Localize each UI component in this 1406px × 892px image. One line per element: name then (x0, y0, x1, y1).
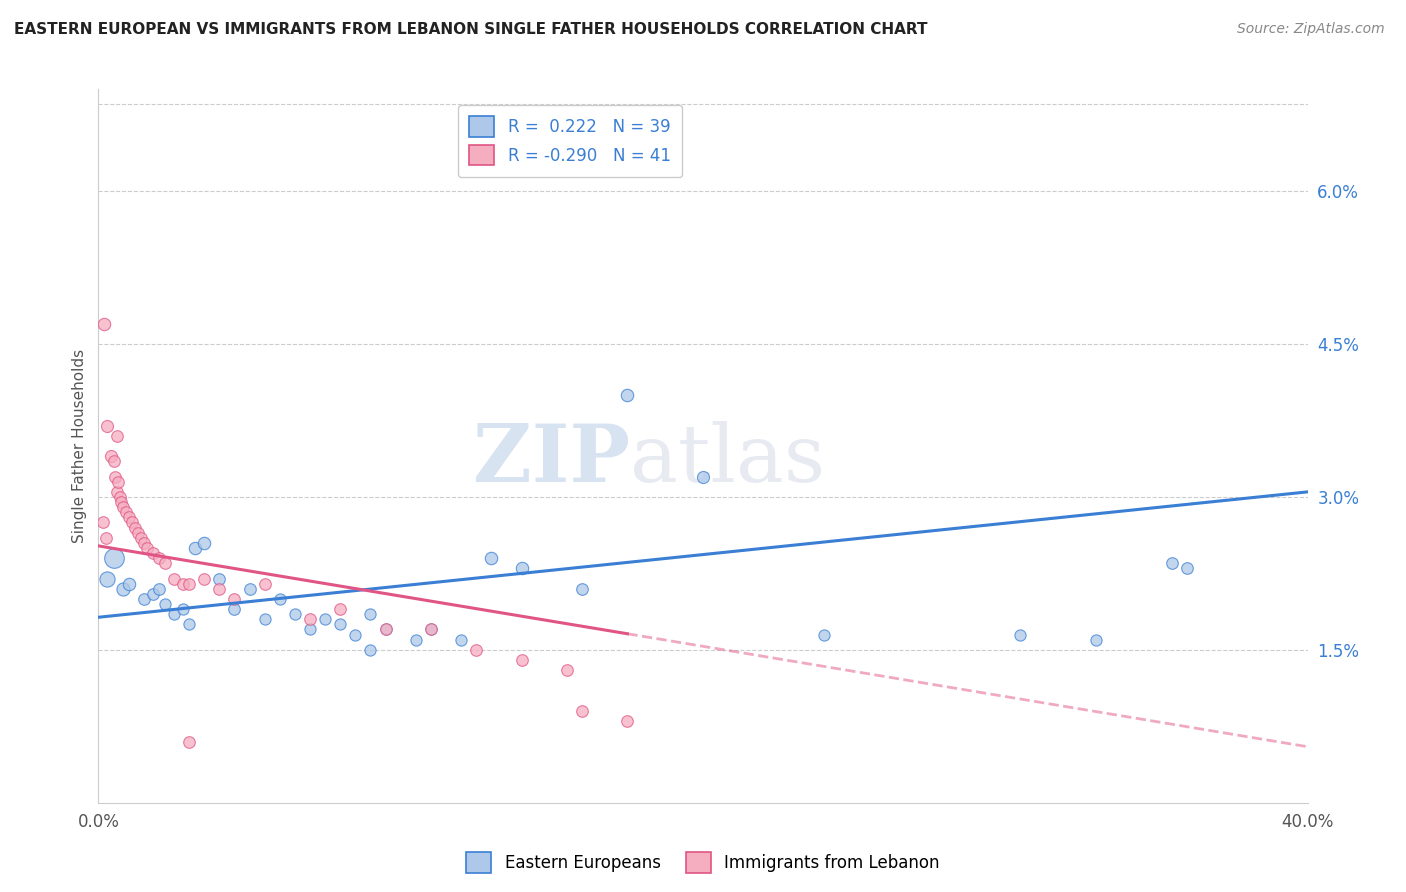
Point (153, 597, 176, 611)
Point (299, 623, 322, 637)
Point (111, 582, 134, 596)
Point (510, 561, 533, 575)
Point (118, 510, 141, 524)
Point (93, 317, 115, 331)
Y-axis label: Single Father Households: Single Father Households (72, 349, 87, 543)
Point (184, 541, 207, 555)
Point (571, 704, 593, 718)
Point (103, 551, 125, 566)
Point (132, 591, 155, 606)
Point (571, 582, 593, 596)
Point (360, 643, 382, 657)
Point (405, 632, 427, 647)
Point (253, 612, 276, 626)
Point (1085, 632, 1108, 647)
Point (142, 587, 165, 601)
Point (163, 572, 186, 586)
Point (329, 602, 352, 616)
Point (124, 520, 146, 534)
Point (510, 653, 533, 667)
Point (148, 551, 170, 566)
Point (129, 531, 152, 545)
Point (91, 516, 114, 530)
Point (179, 617, 201, 632)
Legend: R =  0.222   N = 39, R = -0.290   N = 41: R = 0.222 N = 39, R = -0.290 N = 41 (458, 104, 682, 177)
Point (208, 572, 231, 586)
Point (96, 572, 118, 586)
Point (208, 582, 231, 596)
Point (450, 632, 472, 647)
Text: EASTERN EUROPEAN VS IMMIGRANTS FROM LEBANON SINGLE FATHER HOUSEHOLDS CORRELATION: EASTERN EUROPEAN VS IMMIGRANTS FROM LEBA… (14, 22, 928, 37)
Point (1175, 561, 1198, 575)
Point (100, 449, 122, 463)
Text: ZIP: ZIP (474, 421, 630, 500)
Point (616, 714, 638, 729)
Point (94, 531, 117, 545)
Point (172, 576, 194, 591)
Point (104, 469, 127, 483)
Point (360, 607, 382, 622)
Text: atlas: atlas (630, 421, 825, 500)
Point (1010, 627, 1032, 641)
Point (135, 541, 157, 555)
Point (253, 576, 276, 591)
Point (1160, 556, 1182, 570)
Point (132, 536, 155, 550)
Point (153, 556, 176, 570)
Point (193, 572, 215, 586)
Point (239, 582, 262, 596)
Point (121, 516, 143, 530)
Point (105, 484, 128, 499)
Point (193, 536, 215, 550)
Point (96, 418, 118, 433)
Point (110, 495, 132, 509)
Point (172, 602, 194, 616)
Point (142, 546, 165, 560)
Point (314, 612, 336, 626)
Point (179, 734, 201, 748)
Point (108, 490, 131, 504)
Point (148, 582, 170, 596)
Point (481, 551, 503, 566)
Point (374, 623, 396, 637)
Point (616, 388, 638, 402)
Point (465, 643, 488, 657)
Point (127, 525, 149, 540)
Point (329, 617, 352, 632)
Point (420, 623, 443, 637)
Point (813, 627, 835, 641)
Point (692, 469, 714, 483)
Point (179, 576, 201, 591)
Point (284, 607, 307, 622)
Point (107, 475, 129, 489)
Point (111, 500, 134, 515)
Point (299, 612, 322, 626)
Point (103, 454, 125, 468)
Point (105, 429, 128, 443)
Point (344, 627, 367, 641)
Point (224, 591, 246, 606)
Point (224, 602, 246, 616)
Text: Source: ZipAtlas.com: Source: ZipAtlas.com (1237, 22, 1385, 37)
Point (114, 505, 136, 519)
Point (420, 623, 443, 637)
Point (374, 623, 396, 637)
Point (555, 663, 578, 677)
Point (269, 591, 291, 606)
Point (118, 576, 141, 591)
Point (163, 607, 186, 622)
Legend: Eastern Europeans, Immigrants from Lebanon: Eastern Europeans, Immigrants from Leban… (460, 846, 946, 880)
